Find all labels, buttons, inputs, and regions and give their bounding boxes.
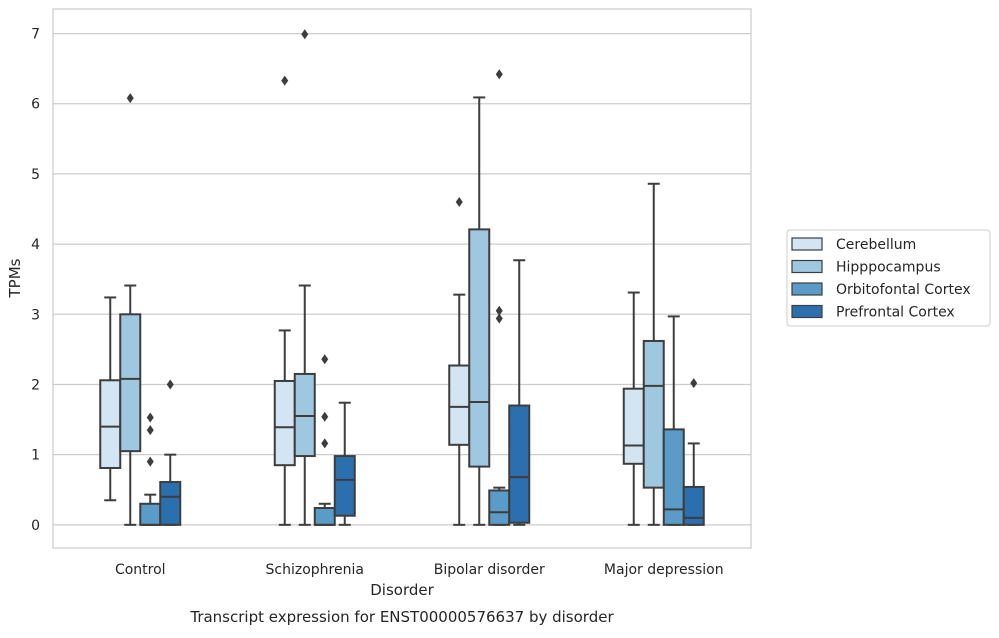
iqr-box — [313, 506, 336, 526]
iqr-box — [468, 228, 491, 468]
outlier-point — [495, 313, 503, 324]
box-3-1 — [333, 401, 356, 526]
legend-label: Cerebellum — [836, 237, 916, 253]
iqr-box — [662, 428, 685, 526]
box-2-3 — [662, 315, 685, 526]
legend-swatch — [791, 282, 823, 296]
box-3-3 — [682, 378, 705, 526]
outlier-point — [495, 69, 503, 80]
iqr-box — [448, 364, 471, 446]
legend-label: Hipppocampus — [836, 260, 941, 276]
y-tick-label: 7 — [31, 27, 40, 43]
y-tick-labels: 0 1 2 3 4 5 6 7 — [31, 27, 40, 534]
iqr-box — [642, 339, 665, 489]
outlier-point — [146, 425, 154, 436]
y-tick-label: 3 — [31, 307, 40, 323]
y-tick-label: 5 — [31, 167, 40, 183]
legend-swatch — [791, 259, 823, 274]
y-tick-label: 0 — [31, 518, 40, 534]
boxes — [99, 29, 705, 526]
legend: Cerebellum Hipppocampus Orbitofontal Corte… — [786, 229, 991, 327]
y-tick-label: 4 — [31, 237, 40, 253]
outlier-point — [321, 354, 329, 365]
outlier-point — [321, 411, 329, 422]
box-0-0 — [99, 296, 122, 502]
legend-label: Orbitofontal Cortex — [836, 282, 971, 298]
box-3-2 — [508, 259, 531, 526]
outlier-point — [166, 379, 174, 390]
iqr-box — [508, 404, 531, 524]
x-tick-label: Control — [115, 562, 166, 578]
outlier-point — [146, 412, 154, 423]
x-axis-label: Disorder — [370, 581, 434, 599]
iqr-box — [99, 379, 122, 469]
outlier-point — [301, 29, 309, 40]
x-tick-label: Major depression — [604, 562, 724, 578]
iqr-box — [682, 485, 705, 526]
outlier-point — [281, 75, 289, 86]
x-tick-label: Bipolar disorder — [434, 562, 545, 578]
chart-caption: Transcript expression for ENST0000057663… — [189, 608, 614, 626]
iqr-box — [273, 379, 296, 467]
y-tick-label: 2 — [31, 377, 40, 393]
x-tick-label: Schizophrenia — [266, 562, 364, 578]
iqr-box — [333, 455, 356, 517]
iqr-box — [139, 502, 162, 526]
outlier-point — [495, 305, 503, 316]
outlier-point — [126, 93, 134, 104]
iqr-box — [622, 387, 645, 465]
box-1-3 — [642, 182, 665, 526]
iqr-box — [293, 372, 316, 458]
box-3-0 — [159, 379, 182, 526]
legend-label: Prefrontal Cortex — [836, 305, 955, 321]
box-1-1 — [293, 29, 316, 526]
box-0-2 — [448, 197, 471, 526]
y-tick-label: 6 — [31, 97, 40, 113]
legend-frame — [786, 229, 991, 327]
outlier-point — [146, 456, 154, 467]
box-1-2 — [468, 96, 491, 526]
legend-swatch — [791, 237, 823, 251]
y-tick-label: 1 — [31, 448, 40, 464]
outlier-point — [690, 378, 698, 389]
x-tick-labels: Control Schizophrenia Bipolar disorder Majo… — [115, 562, 724, 578]
box-1-0 — [119, 93, 142, 526]
legend-swatch — [791, 304, 823, 319]
outlier-point — [321, 438, 329, 449]
iqr-box — [159, 481, 182, 526]
iqr-box — [488, 489, 511, 526]
outlier-point — [455, 197, 463, 208]
y-axis-label: TPMs — [6, 258, 24, 298]
iqr-box — [119, 313, 142, 453]
